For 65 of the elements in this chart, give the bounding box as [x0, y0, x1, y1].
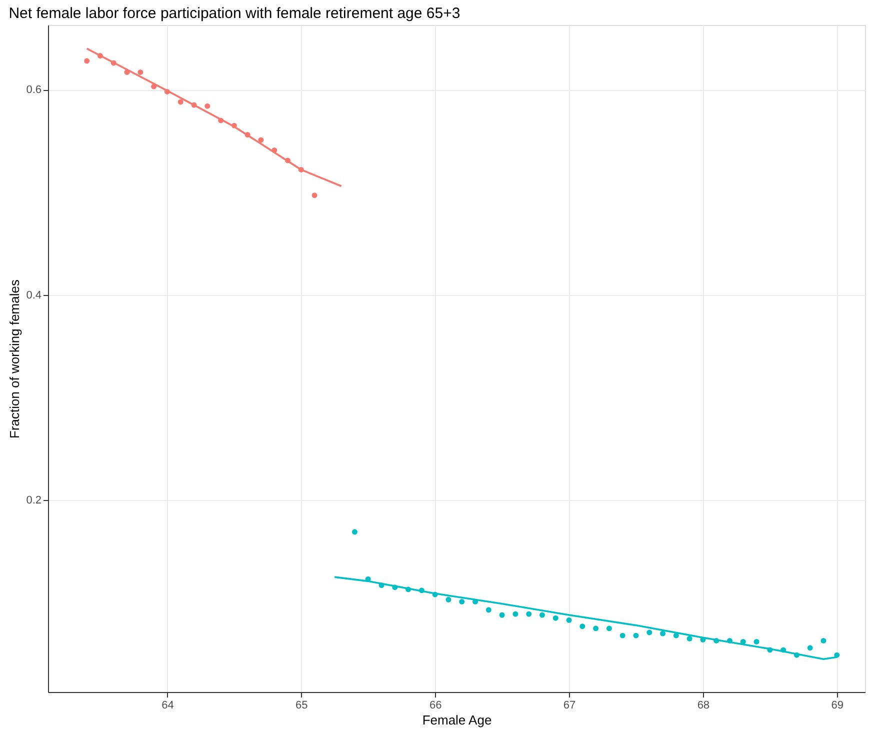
point: [272, 147, 278, 153]
point: [258, 137, 264, 143]
point: [552, 615, 558, 621]
point: [191, 102, 197, 108]
point: [673, 632, 679, 638]
x-tick-label: 68: [697, 700, 710, 712]
point: [726, 638, 732, 644]
point: [780, 647, 786, 653]
point: [646, 630, 652, 636]
point: [714, 638, 720, 644]
line-series: [86, 48, 342, 188]
point: [110, 60, 116, 66]
point: [807, 645, 813, 651]
chart-title: Net female labor force participation with female retirement age 65+3: [8, 5, 460, 22]
point: [767, 647, 773, 653]
point: [686, 636, 692, 642]
point: [204, 103, 210, 109]
point: [285, 158, 290, 164]
y-axis-title: Fraction of working females: [7, 279, 22, 438]
point: [820, 638, 826, 644]
point: [231, 122, 237, 128]
point: [512, 611, 518, 617]
point: [138, 69, 144, 75]
point: [620, 632, 626, 638]
point: [97, 53, 103, 59]
point: [499, 612, 505, 618]
point: [84, 58, 90, 64]
point: [486, 607, 492, 613]
x-tick-label: 65: [296, 700, 308, 712]
point: [392, 584, 398, 590]
y-tick-label: 0.6: [26, 84, 42, 96]
y-tick-label: 0.4: [26, 289, 42, 302]
x-tick-label: 69: [831, 700, 844, 712]
point: [566, 617, 572, 623]
y-tick-label: 0.2: [26, 494, 42, 507]
point: [298, 166, 304, 172]
x-axis-title: Female Age: [422, 712, 492, 728]
point: [218, 118, 224, 124]
point: [580, 624, 586, 630]
point: [432, 592, 438, 598]
point: [418, 588, 424, 594]
point: [700, 636, 706, 642]
point: [244, 132, 250, 138]
point: [539, 612, 545, 618]
point: [660, 630, 666, 636]
point: [312, 192, 318, 198]
point: [151, 84, 157, 90]
point: [834, 652, 840, 658]
point: [164, 88, 170, 94]
point: [526, 611, 532, 617]
point: [352, 529, 358, 535]
point: [406, 586, 412, 592]
x-tick-label: 67: [563, 700, 576, 712]
x-tick-label: 64: [162, 700, 174, 712]
point: [378, 582, 384, 588]
point: [606, 626, 612, 632]
x-tick-label: 66: [429, 700, 442, 712]
point: [593, 626, 599, 632]
point: [178, 99, 184, 105]
point: [633, 632, 639, 638]
point: [754, 638, 760, 644]
point: [794, 652, 800, 658]
point: [459, 598, 465, 604]
point: [446, 596, 452, 602]
point: [740, 638, 746, 644]
